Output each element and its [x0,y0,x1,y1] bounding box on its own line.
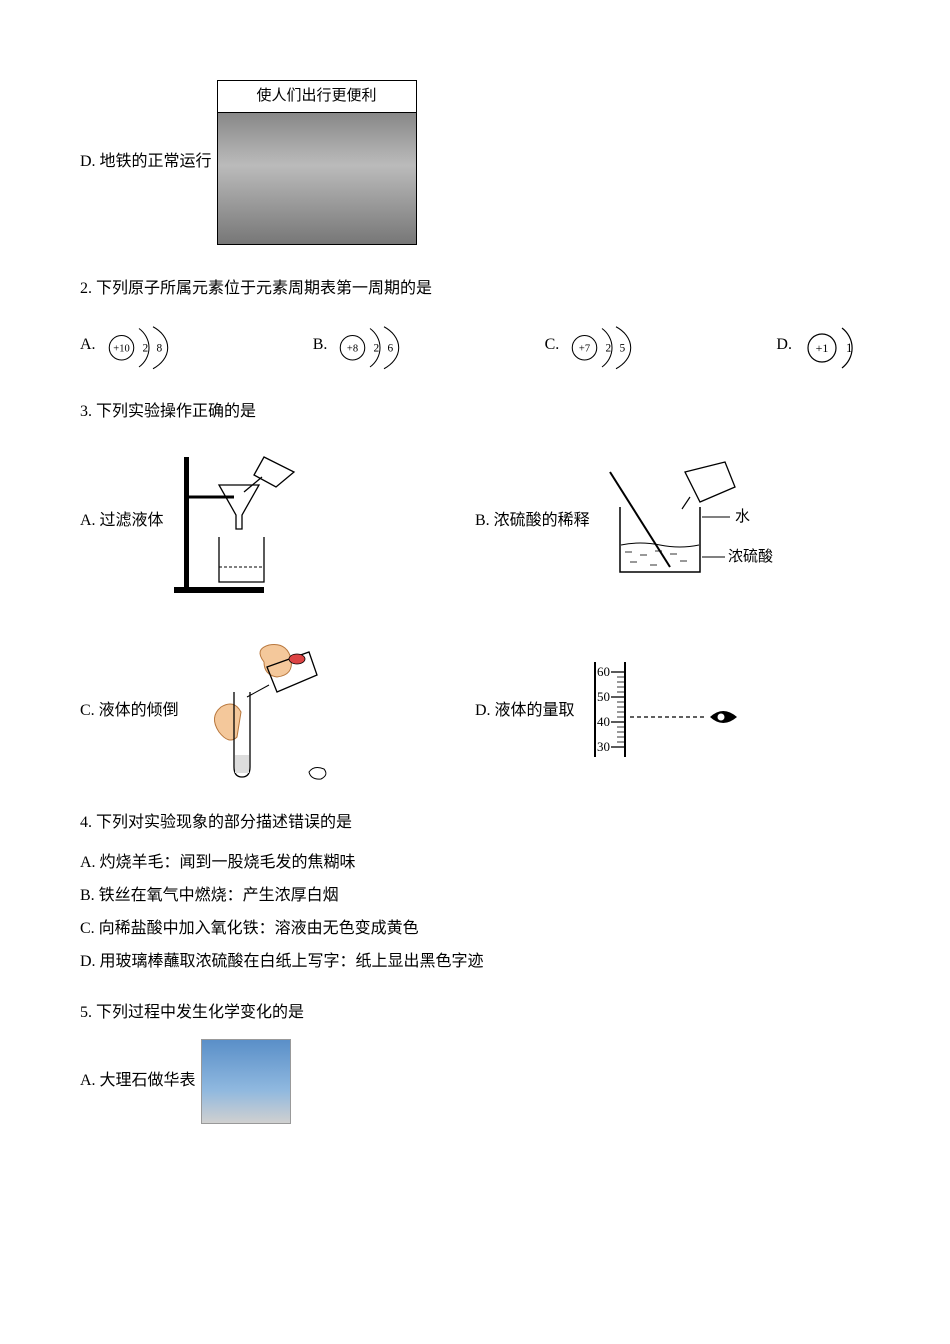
atom-diagram-a: +10 2 8 [104,316,174,376]
svg-text:2: 2 [606,342,612,354]
svg-text:60: 60 [597,664,610,679]
q4-option-d: D. 用玻璃棒蘸取浓硫酸在白纸上写字：纸上显出黑色字迹 [80,948,870,977]
q4-option-c: C. 向稀盐酸中加入氧化铁：溶液由无色变成黄色 [80,915,870,944]
dilution-diagram: 水 浓硫酸 [590,457,780,587]
q2-text: 2. 下列原子所属元素位于元素周期表第一周期的是 [80,275,870,304]
q5-option-a: A. 大理石做华表 [80,1039,291,1124]
svg-text:30: 30 [597,739,610,754]
atom-diagram-d: +1 1 [800,316,870,376]
filtration-diagram [164,447,334,597]
q3-option-d: D. 液体的量取 [475,637,870,787]
subway-caption: 使人们出行更便利 [218,81,416,113]
q2-option-b: B. +8 2 6 [313,316,406,376]
q3b-label: B. 浓硫酸的稀释 [475,507,590,536]
pouring-diagram [179,637,359,787]
q4-options: A. 灼烧羊毛：闻到一股烧毛发的焦糊味 B. 铁丝在氧气中燃烧：产生浓厚白烟 C… [80,849,870,976]
q3-option-a: A. 过滤液体 [80,447,475,597]
q3a-label: A. 过滤液体 [80,507,164,536]
atom-diagram-c: +7 2 5 [567,316,637,376]
svg-text:+8: +8 [347,343,358,354]
q4-text: 4. 下列对实验现象的部分描述错误的是 [80,809,870,838]
question-5: 5. 下列过程中发生化学变化的是 A. 大理石做华表 [80,999,870,1125]
svg-text:1: 1 [846,340,853,355]
q1-option-d: D. 地铁的正常运行 使人们出行更便利 [80,80,870,245]
svg-text:40: 40 [597,714,610,729]
svg-text:8: 8 [156,342,162,354]
svg-text:50: 50 [597,689,610,704]
huabiao-image [201,1039,291,1124]
question-4: 4. 下列对实验现象的部分描述错误的是 A. 灼烧羊毛：闻到一股烧毛发的焦糊味 … [80,809,870,977]
q5-text: 5. 下列过程中发生化学变化的是 [80,999,870,1028]
svg-text:2: 2 [374,342,380,354]
q3-text: 3. 下列实验操作正确的是 [80,398,870,427]
q2-options: A. +10 2 8 B. +8 2 6 C. [80,316,870,376]
svg-text:6: 6 [388,342,394,354]
q2c-label: C. [545,331,560,360]
q2d-label: D. [776,331,792,360]
question-3: 3. 下列实验操作正确的是 A. 过滤液体 B. 浓硫 [80,398,870,787]
svg-text:水: 水 [735,508,750,525]
svg-text:+1: +1 [816,341,829,355]
subway-image: 使人们出行更便利 [217,80,417,245]
q3c-label: C. 液体的倾倒 [80,697,179,726]
svg-text:+7: +7 [579,343,590,354]
q2-option-c: C. +7 2 5 [545,316,638,376]
q3-grid: A. 过滤液体 B. 浓硫酸的稀释 [80,447,870,787]
q3-option-b: B. 浓硫酸的稀释 水 [475,447,870,597]
atom-diagram-b: +8 2 6 [335,316,405,376]
q1d-label: D. 地铁的正常运行 [80,148,212,177]
q4-option-b: B. 铁丝在氧气中燃烧：产生浓厚白烟 [80,882,870,911]
q2-option-a: A. +10 2 8 [80,316,174,376]
q2a-label: A. [80,331,96,360]
svg-text:+10: +10 [113,343,129,354]
subway-photo [218,113,416,244]
q2-option-d: D. +1 1 [776,316,870,376]
q3d-label: D. 液体的量取 [475,697,575,726]
svg-text:2: 2 [142,342,148,354]
q2b-label: B. [313,331,328,360]
q4-option-a: A. 灼烧羊毛：闻到一股烧毛发的焦糊味 [80,849,870,878]
svg-text:浓硫酸: 浓硫酸 [728,548,773,565]
q3-option-c: C. 液体的倾倒 [80,637,475,787]
q5a-label: A. 大理石做华表 [80,1067,196,1096]
measuring-diagram: 60 50 40 30 [575,657,745,767]
q5-options: A. 大理石做华表 [80,1039,870,1124]
question-2: 2. 下列原子所属元素位于元素周期表第一周期的是 A. +10 2 8 B. +… [80,275,870,376]
svg-text:5: 5 [620,342,626,354]
